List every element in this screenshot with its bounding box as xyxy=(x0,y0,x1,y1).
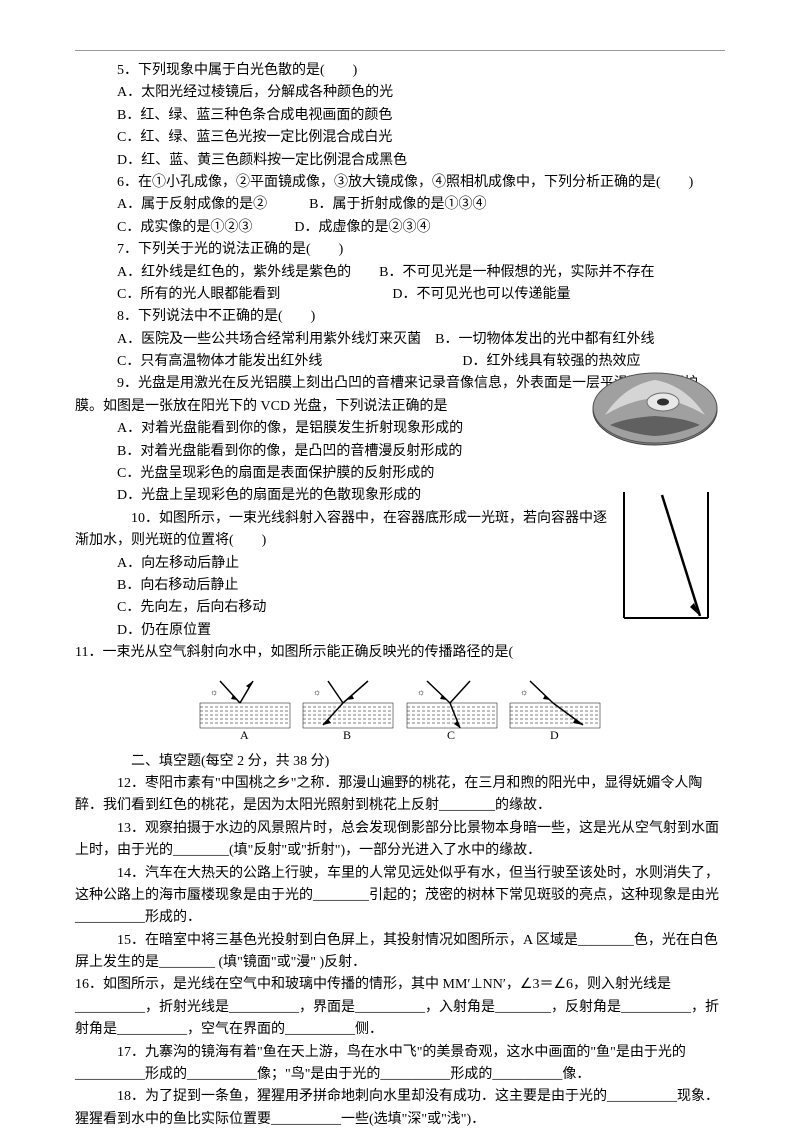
q5-d: D．红、蓝、黄三色颜料按一定比例混合成黑色 xyxy=(75,150,725,172)
q11-option-b-diagram: ☼ B xyxy=(298,673,398,743)
q7-d: D．不可见光也可以传递能量 xyxy=(392,287,570,302)
page-top-line xyxy=(75,50,725,51)
q5-b: B．红、绿、蓝三种色条合成电视画面的颜色 xyxy=(75,105,725,127)
q12: 12．枣阳市素有"中国桃之乡"之称．那漫山遍野的桃花，在三月和煦的阳光中，显得妩… xyxy=(75,773,725,818)
q7-b: B．不可见光是一种假想的光，实际并不存在 xyxy=(379,265,654,280)
q14: 14．汽车在大热天的公路上行驶，车里的人常见远处似乎有水，但当行驶至该处时，水则… xyxy=(75,863,725,930)
q11-option-c-diagram: ☼ C xyxy=(402,673,502,743)
q7-row1: A．红外线是红色的，紫外线是紫色的 B．不可见光是一种假想的光，实际并不存在 xyxy=(75,262,725,284)
q5-c: C．红、绿、蓝三色光按一定比例混合成白光 xyxy=(75,127,725,149)
q7-stem: 7．下列关于光的说法正确的是( ) xyxy=(75,239,725,261)
q11-option-a-diagram: ☼ A xyxy=(195,673,295,743)
svg-text:☼: ☼ xyxy=(313,687,321,697)
section2-title: 二、填空题(每空 2 分，共 38 分) xyxy=(75,751,725,773)
q6-d: D．成虚像的是②③④ xyxy=(294,220,430,235)
q15: 15．在暗室中将三基色光投射到白色屏上，其投射情况如图所示，A 区域是_____… xyxy=(75,930,725,975)
svg-text:☼: ☼ xyxy=(210,687,218,697)
q16: 16．如图所示，是光线在空气中和玻璃中传播的情形，其中 MM′⊥NN′，∠3＝∠… xyxy=(75,974,725,1041)
document-content: 5．下列现象中属于白光色散的是( ) A．太阳光经过棱镜后，分解成各种颜色的光 … xyxy=(75,60,725,1131)
svg-text:D: D xyxy=(550,728,559,742)
q8-a: A．医院及一些公共场合经常利用紫外线灯来灭菌 xyxy=(117,332,421,347)
q10-d: D．仍在原位置 xyxy=(75,620,725,642)
q8-row1: A．医院及一些公共场合经常利用紫外线灯来灭菌 B．一切物体发出的光中都有红外线 xyxy=(75,329,725,351)
svg-text:☼: ☼ xyxy=(520,687,528,697)
q6-row2: C．成实像的是①②③ D．成虚像的是②③④ xyxy=(75,217,725,239)
vcd-disc-image xyxy=(585,360,725,465)
q7-c: C．所有的光人眼都能看到 xyxy=(117,287,280,302)
q7-a: A．红外线是红色的，紫外线是紫色的 xyxy=(117,265,351,280)
q11-diagrams: ☼ A ☼ B xyxy=(75,673,725,743)
svg-text:B: B xyxy=(343,728,351,742)
q7-row2: C．所有的光人眼都能看到 D．不可见光也可以传递能量 xyxy=(75,284,725,306)
q8-stem: 8．下列说法中不正确的是( ) xyxy=(75,306,725,328)
q6-stem: 6．在①小孔成像，②平面镜成像，③放大镜成像，④照相机成像中，下列分析正确的是(… xyxy=(75,172,725,194)
q9-c: C．光盘呈现彩色的扇面是表面保护膜的反射形成的 xyxy=(75,463,725,485)
q13: 13．观察拍摄于水边的风景照片时，总会发现倒影部分比景物本身暗一些，这是光从空气… xyxy=(75,818,725,863)
q18: 18．为了捉到一条鱼，猩猩用矛拼命地刺向水里却没有成功．这主要是由于光的____… xyxy=(75,1086,725,1131)
q5-stem: 5．下列现象中属于白光色散的是( ) xyxy=(75,60,725,82)
q11-stem: 11．一束光从空气斜射向水中，如图所示能正确反映光的传播路径的是( xyxy=(75,642,725,664)
q11-option-d-diagram: ☼ D xyxy=(505,673,605,743)
q5-a: A．太阳光经过棱镜后，分解成各种颜色的光 xyxy=(75,82,725,104)
svg-text:A: A xyxy=(240,728,249,742)
q6-b: B．属于折射成像的是①③④ xyxy=(309,197,486,212)
svg-text:☼: ☼ xyxy=(417,687,425,697)
q6-c: C．成实像的是①②③ xyxy=(117,220,252,235)
q6-row1: A．属于反射成像的是② B．属于折射成像的是①③④ xyxy=(75,194,725,216)
light-container-image xyxy=(622,490,710,620)
q8-c: C．只有高温物体才能发出红外线 xyxy=(117,354,322,369)
q6-a: A．属于反射成像的是② xyxy=(117,197,267,212)
q17: 17．九寨沟的镜海有着"鱼在天上游，鸟在水中飞"的美景奇观，这水中画面的"鱼"是… xyxy=(75,1042,725,1087)
svg-text:C: C xyxy=(447,728,455,742)
q8-b: B．一切物体发出的光中都有红外线 xyxy=(435,332,654,347)
